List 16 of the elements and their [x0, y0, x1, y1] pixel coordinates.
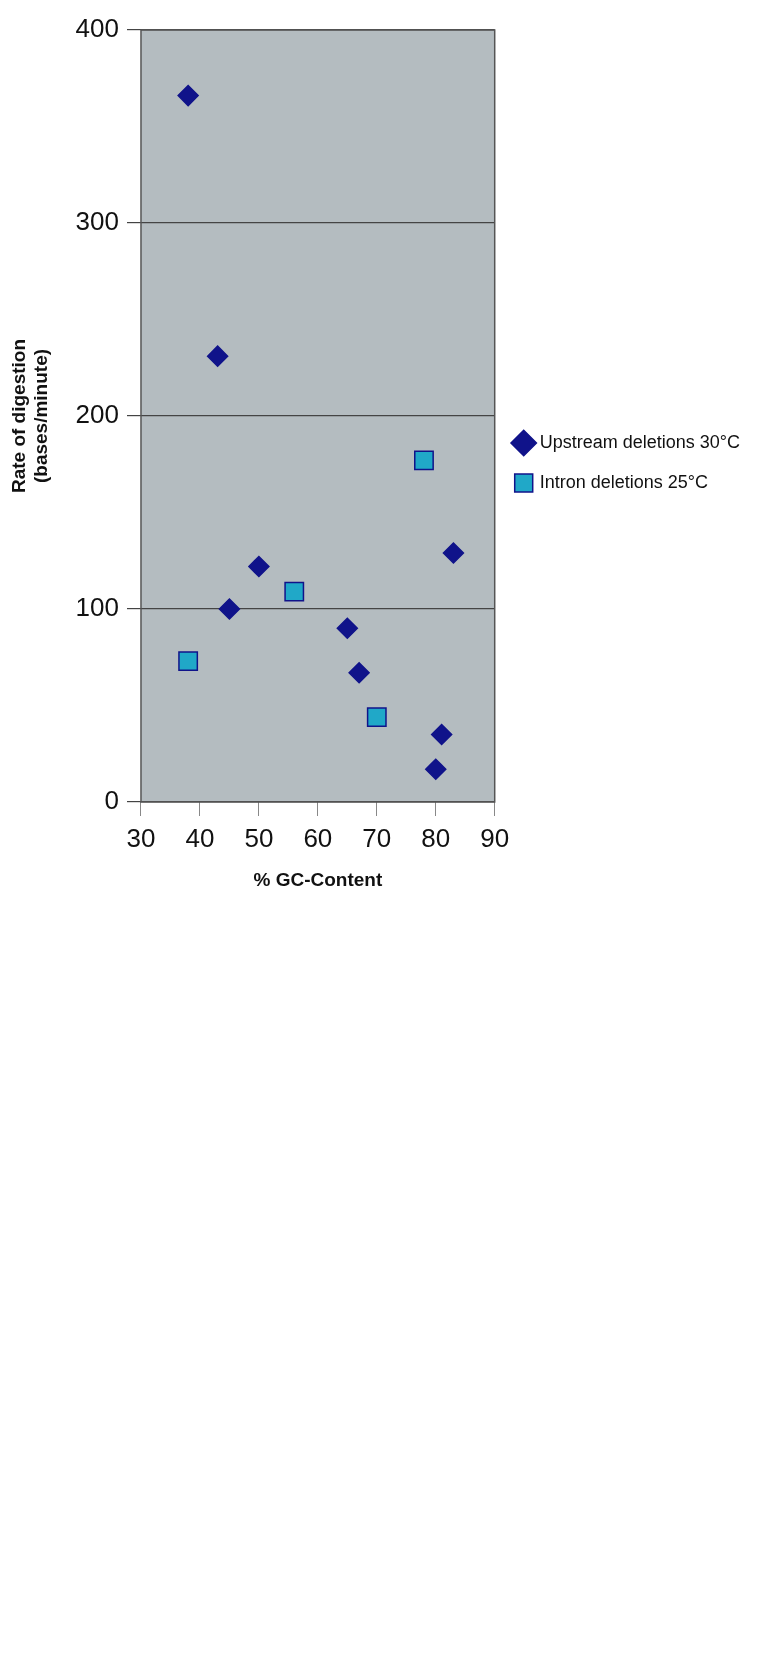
legend-label: Upstream deletions 30°C	[539, 431, 740, 452]
x-axis-title: % GC-Content	[253, 868, 383, 890]
y-tick-label: 0	[104, 785, 119, 816]
x-tick-label: 30	[126, 822, 156, 853]
x-tick-label: 60	[303, 822, 333, 853]
x-tick-label: 70	[362, 822, 392, 853]
x-tick-label: 40	[185, 822, 215, 853]
y-tick-label: 100	[75, 592, 119, 623]
y-tick-label: 200	[75, 399, 119, 430]
x-tick-label: 50	[244, 822, 274, 853]
y-axis-title: Rate of digestion (bases/minute)	[7, 338, 52, 494]
y-tick-label: 300	[75, 206, 119, 237]
legend-label: Intron deletions 25°C	[539, 471, 709, 492]
y-tick-label: 400	[75, 13, 119, 44]
x-tick-label: 90	[480, 822, 510, 853]
x-tick-label: 80	[421, 822, 451, 853]
